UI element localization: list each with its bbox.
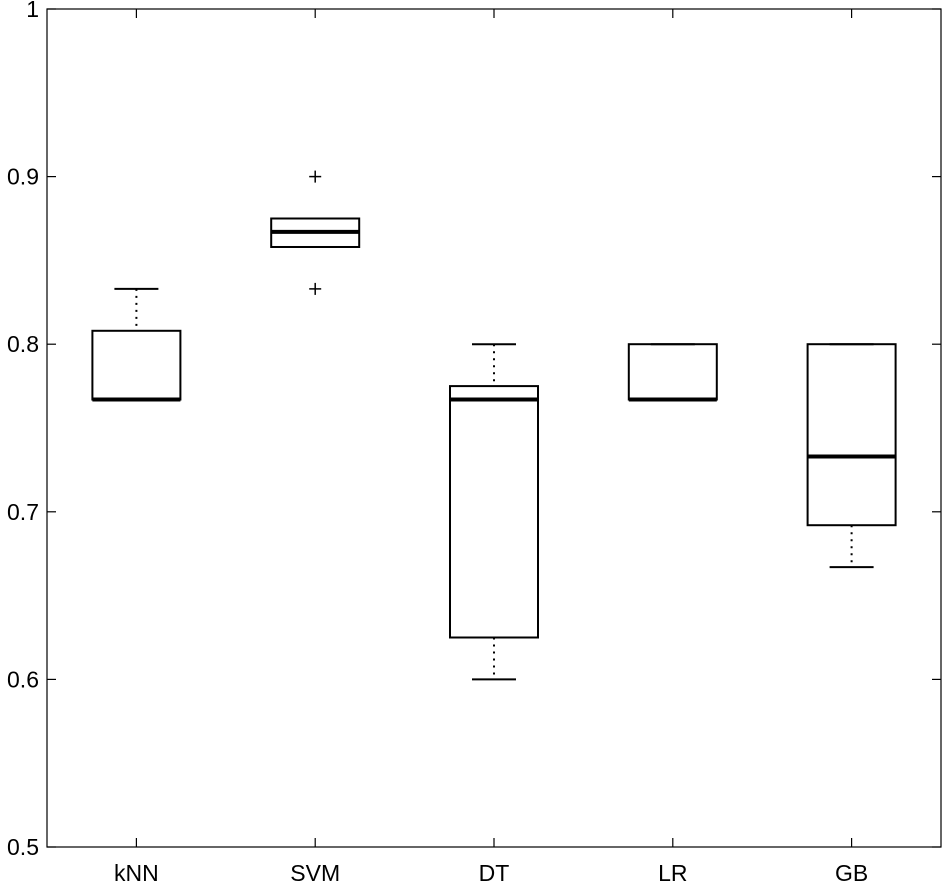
box-lr bbox=[627, 343, 718, 402]
y-tick-label: 1 bbox=[26, 0, 39, 22]
box-plot-series bbox=[91, 170, 897, 681]
box-iqr bbox=[806, 343, 897, 527]
box-gb bbox=[806, 343, 897, 569]
box-knn bbox=[91, 287, 182, 402]
x-tick-label: GB bbox=[835, 860, 868, 886]
box-iqr bbox=[91, 329, 182, 401]
y-tick-label: 0.6 bbox=[7, 666, 39, 692]
x-tick-label: LR bbox=[658, 860, 687, 886]
box-svm bbox=[270, 170, 361, 295]
x-tick-label: kNN bbox=[114, 860, 159, 886]
y-axis: 0.5 0.6 0.7 0.8 0.9 1 bbox=[7, 0, 941, 860]
plot-area-frame bbox=[46, 8, 942, 848]
y-tick-label: 0.7 bbox=[7, 499, 39, 525]
box-iqr bbox=[449, 385, 539, 639]
x-tick-label: DT bbox=[479, 860, 510, 886]
outlier-marker bbox=[309, 282, 322, 295]
y-tick-label: 0.5 bbox=[7, 834, 39, 860]
outlier-marker bbox=[309, 170, 322, 183]
x-axis: kNN SVM DT LR GB bbox=[114, 9, 868, 886]
y-tick-label: 0.9 bbox=[7, 164, 39, 190]
y-tick-label: 0.8 bbox=[7, 331, 39, 357]
x-tick-label: SVM bbox=[290, 860, 340, 886]
box-dt bbox=[449, 343, 539, 681]
box-iqr bbox=[627, 343, 718, 401]
